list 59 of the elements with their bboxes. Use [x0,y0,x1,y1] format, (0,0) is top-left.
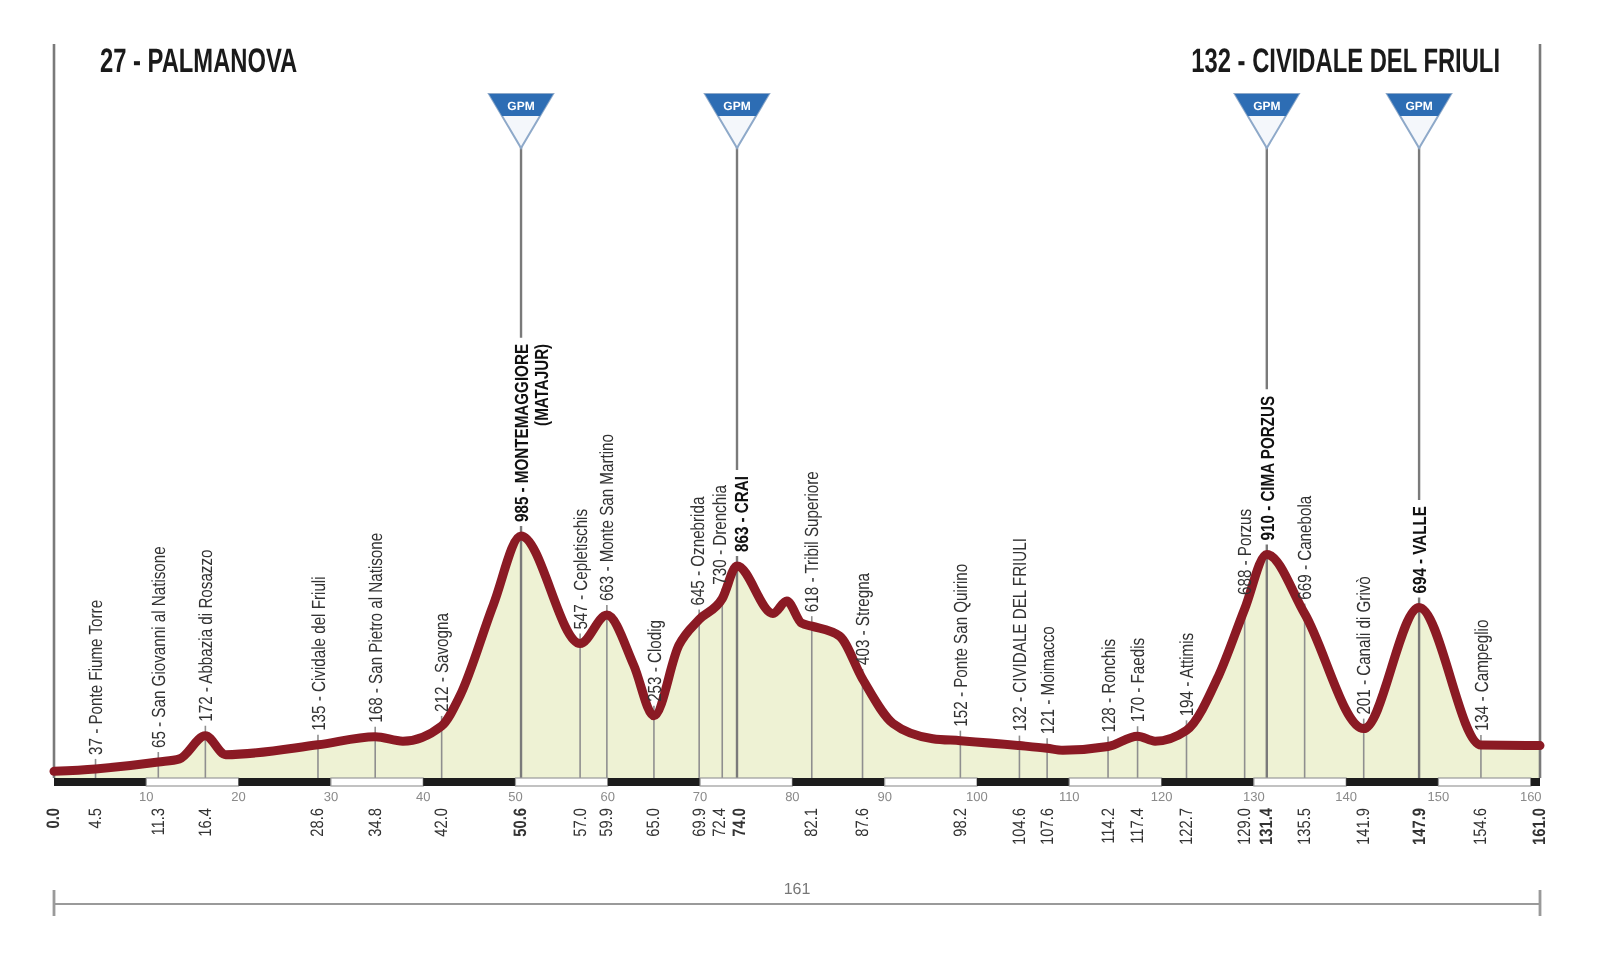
data-label: 194 - Attimis [1175,632,1198,717]
data-label: 168 - San Pietro al Natisone [364,532,387,723]
x-tick-label: 34.8 [365,807,386,837]
x-tick-label: 135.5 [1294,807,1315,845]
x-tick-label: 16.4 [195,807,216,837]
x-tick-label: 117.4 [1127,807,1148,844]
data-label: 121 - Moimacco [1036,625,1059,735]
data-label: 910 - CIMA PORZUS [1255,395,1278,541]
data-label: 403 - Stregna [851,572,874,665]
x-tick-label: 65.0 [644,807,664,837]
x-tick-label: 131.4 [1256,807,1277,845]
data-label: 135 - Cividale del Friuli [306,576,330,731]
data-label: 152 - Ponte San Quirino [949,563,972,727]
x-tick-label: 69.9 [689,807,709,837]
x-tick-label: 4.5 [85,807,106,829]
text: 27 - PALMANOVA [100,44,298,82]
data-label: 618 - Tribil Superiore [800,470,823,613]
data-label: 65 - San Giovanni al Natisone [147,545,170,749]
text: 161 [783,880,812,898]
x-tick-label: 129.0 [1234,807,1255,845]
x-tick-label: 107.6 [1037,807,1057,845]
x-tick-label: 104.6 [1009,807,1030,845]
data-label: 694 - VALLE [1408,505,1431,594]
data-label: 985 - MONTEMAGGIORE (MATAJUR) [509,343,553,522]
x-tick-label: 82.1 [801,807,822,837]
data-label: 669 - Canebola [1293,495,1316,600]
x-tick-label: 154.6 [1471,807,1491,845]
x-tick-label: 141.9 [1353,807,1374,845]
data-label: 212 - Savogna [430,612,453,712]
x-tick-label: 0.0 [44,807,64,829]
x-tick-label: 57.0 [570,807,590,837]
x-tick-label: 11.3 [148,807,169,836]
x-tick-label: 59.9 [597,807,617,837]
x-tick-label: 114.2 [1098,807,1118,844]
x-tick-label: 122.7 [1176,807,1197,845]
data-label: 663 - Monte San Martino [595,433,618,602]
data-label: 688 - Porzus [1233,508,1256,595]
x-tick-label: 161.0 [1530,807,1550,845]
data-label: 547 - Cepletischis [569,508,592,630]
data-label: 730 - Drenchia [708,484,731,585]
x-tick-label: 98.2 [950,807,971,837]
x-tick-label: 87.6 [852,807,873,837]
x-tick-label: 72.4 [709,807,730,837]
data-label: 253 - Clodig [642,619,665,702]
x-tick-label: 42.0 [431,807,452,837]
data-label: 201 - Canali di Grivò [1352,575,1375,715]
data-label: 645 - Oznebrida [686,496,709,606]
x-tick-label: 50.6 [511,807,531,837]
data-label: 863 - CRAI [730,476,753,552]
data-label: 172 - Abbazia di Rosazzo [194,549,217,722]
data-label: 128 - Ronchis [1097,638,1120,733]
data-label: 134 - Campeglio [1469,619,1492,732]
text: 132 - CIVIDALE DEL FRIULI [1191,44,1500,82]
x-tick-label: 74.0 [730,807,750,837]
x-tick-label: 28.6 [308,807,328,837]
data-label: 170 - Faedis [1126,637,1149,723]
data-label: 37 - Ponte Fiume Torre [84,599,107,755]
x-tick-label: 147.9 [1409,807,1429,845]
data-label: 132 - CIVIDALE DEL FRIULI [1008,538,1031,732]
